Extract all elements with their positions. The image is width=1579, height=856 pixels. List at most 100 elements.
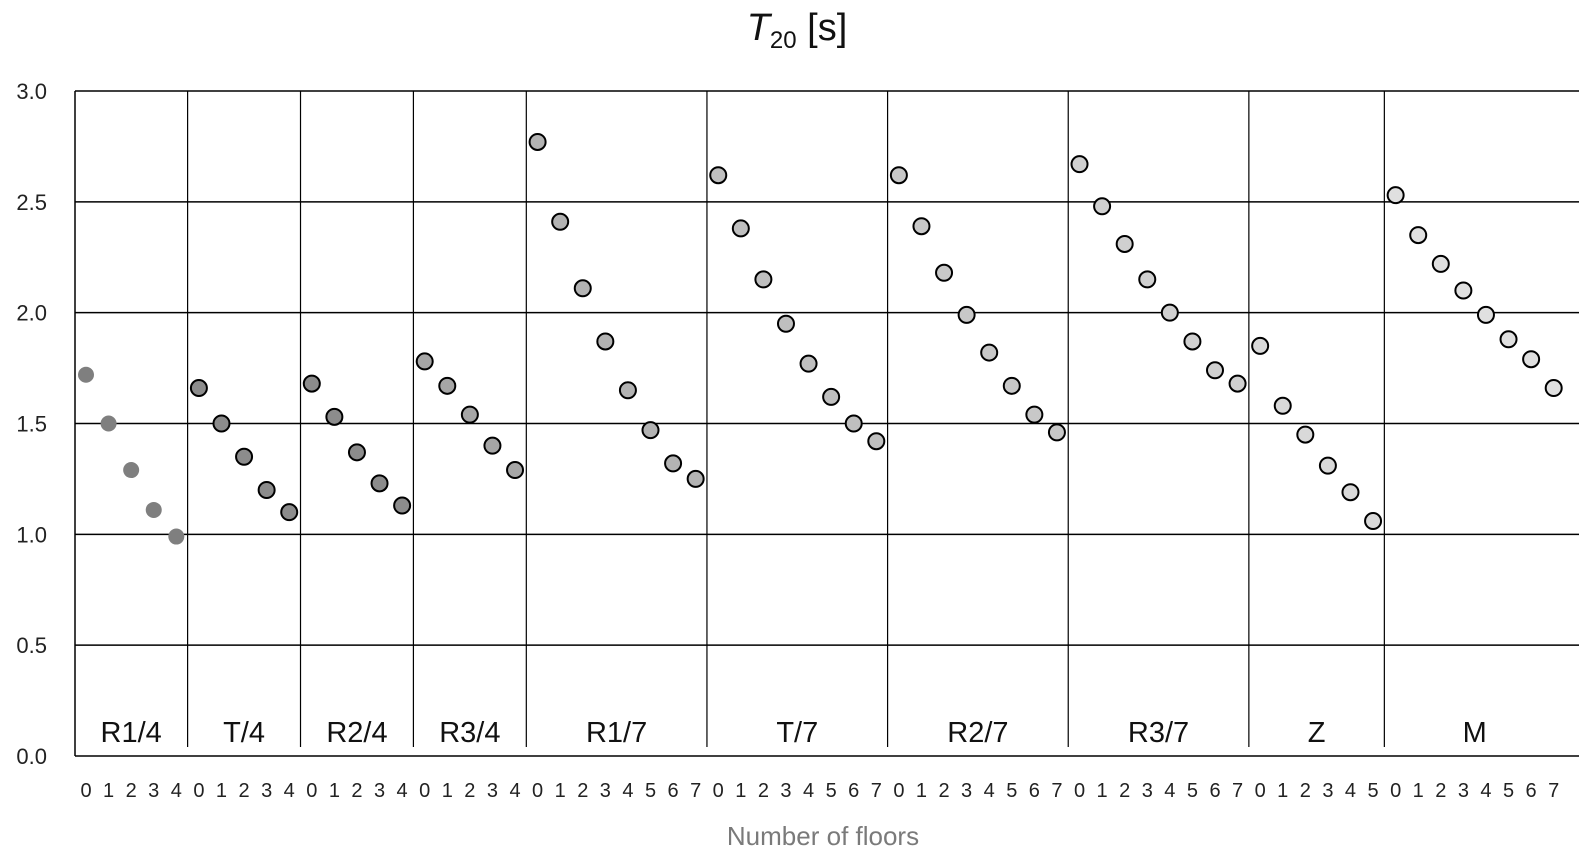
data-point (528, 132, 547, 151)
x-tick-label: 3 (1458, 780, 1469, 802)
data-point (1476, 305, 1495, 324)
data-point (1499, 330, 1518, 349)
data-point (709, 166, 728, 185)
group-label: R1/7 (586, 717, 647, 749)
data-point (912, 217, 931, 236)
group-label: R2/4 (326, 717, 387, 749)
x-tick-label: 1 (442, 780, 453, 802)
x-tick-label: 3 (780, 780, 791, 802)
data-point (1070, 155, 1089, 174)
data-point (1431, 254, 1450, 273)
data-point (980, 343, 999, 362)
data-point (1002, 376, 1021, 395)
group-label: R3/7 (1128, 717, 1189, 749)
data-point (1183, 332, 1202, 351)
data-point (212, 414, 231, 433)
data-point (573, 279, 592, 298)
y-tick-label: 0.5 (16, 633, 47, 658)
x-tick-label: 2 (1435, 780, 1446, 802)
x-tick-label: 1 (216, 780, 227, 802)
data-point (1273, 396, 1292, 415)
data-point (1160, 303, 1179, 322)
data-point (618, 381, 637, 400)
group-label: R3/4 (439, 717, 500, 749)
x-tick-label: 0 (713, 780, 724, 802)
x-tick-label: 4 (984, 780, 995, 802)
data-point (235, 447, 254, 466)
data-point (1544, 379, 1563, 398)
x-tick-label: 0 (419, 780, 430, 802)
x-tick-label: 7 (871, 780, 882, 802)
data-point (168, 528, 185, 545)
x-tick-label: 2 (577, 780, 588, 802)
data-point (1025, 405, 1044, 424)
chart-title-subscript: 20 (770, 27, 797, 54)
group-label: R2/7 (947, 717, 1008, 749)
x-tick-label: 3 (374, 780, 385, 802)
data-point (1386, 186, 1405, 205)
x-tick-label: 0 (306, 780, 317, 802)
group-label: T/4 (223, 717, 265, 749)
x-tick-label: 1 (916, 780, 927, 802)
chart-title: T20 [s] (747, 7, 848, 54)
data-point (1228, 374, 1247, 393)
x-tick-label: 6 (848, 780, 859, 802)
group-label: M (1463, 717, 1487, 749)
data-point (460, 405, 479, 424)
x-tick-label: 5 (1503, 780, 1514, 802)
data-point (506, 461, 525, 480)
x-tick-label: 0 (80, 780, 91, 802)
x-tick-label: 4 (1345, 780, 1356, 802)
data-point (1093, 197, 1112, 216)
x-tick-label: 3 (961, 780, 972, 802)
x-tick-label: 5 (1006, 780, 1017, 802)
data-point (1522, 350, 1541, 369)
x-tick-label: 7 (1548, 780, 1559, 802)
data-point (867, 432, 886, 451)
x-tick-label: 5 (826, 780, 837, 802)
x-tick-label: 0 (1074, 780, 1085, 802)
x-tick-label: 5 (645, 780, 656, 802)
data-point (78, 366, 94, 383)
y-tick-label: 2.0 (16, 301, 47, 326)
data-point (664, 454, 683, 473)
data-point (799, 354, 818, 373)
x-tick-label: 7 (1051, 780, 1062, 802)
x-tick-label: 4 (622, 780, 633, 802)
data-point (776, 314, 795, 333)
data-point (257, 481, 276, 499)
x-tick-label: 3 (148, 780, 159, 802)
x-tick-label: 3 (1322, 780, 1333, 802)
x-tick-label: 3 (1142, 780, 1153, 802)
y-tick-label: 3.0 (16, 79, 47, 104)
x-tick-label: 3 (487, 780, 498, 802)
y-axis-ticks: 0.0 0.5 1.0 1.5 2.0 2.5 3.0 (16, 79, 47, 769)
x-tick-label: 2 (126, 780, 137, 802)
x-tick-label: 2 (351, 780, 362, 802)
x-tick-label: 6 (668, 780, 679, 802)
data-point (551, 212, 570, 231)
x-tick-label: 4 (1480, 780, 1491, 802)
x-tick-label: 2 (1300, 780, 1311, 802)
group-label: R1/4 (101, 717, 162, 749)
x-tick-label: 2 (938, 780, 949, 802)
data-point (1138, 270, 1157, 289)
data-point (844, 414, 863, 433)
x-tick-label: 0 (532, 780, 543, 802)
x-tick-label: 1 (329, 780, 340, 802)
data-point (483, 436, 502, 455)
y-tick-label: 0.0 (16, 744, 47, 769)
data-point (641, 421, 660, 440)
gridlines (74, 90, 1579, 757)
data-point (1115, 234, 1134, 253)
y-tick-label: 1.5 (16, 412, 47, 437)
data-point (686, 469, 705, 488)
y-tick-label: 1.0 (16, 522, 47, 547)
group-label: T/7 (776, 717, 818, 749)
data-point (1341, 483, 1360, 502)
chart-title-main: T (747, 7, 773, 49)
data-point (935, 263, 954, 282)
x-tick-label: 4 (171, 780, 182, 802)
